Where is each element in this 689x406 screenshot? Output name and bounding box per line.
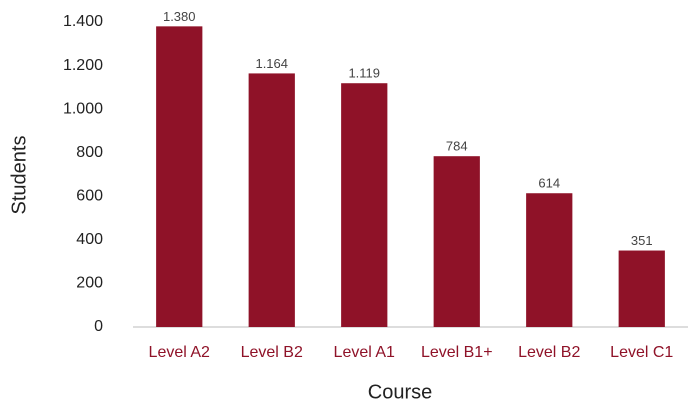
- bar: [248, 73, 295, 328]
- value-label: 614: [538, 176, 560, 191]
- x-tick-label: Level B2: [241, 344, 303, 361]
- value-label: 784: [446, 139, 468, 154]
- y-tick-label: 1.200: [63, 57, 103, 74]
- bar: [433, 156, 480, 327]
- bar: [341, 83, 388, 327]
- value-label: 1.164: [255, 56, 288, 71]
- y-tick-label: 200: [76, 275, 103, 292]
- x-axis-title: Course: [368, 381, 432, 403]
- x-tick-label: Level B2: [518, 344, 580, 361]
- value-label: 1.119: [348, 66, 380, 81]
- bar: [618, 250, 665, 327]
- x-tick-label: Level B1+: [421, 344, 493, 361]
- y-tick-label: 600: [76, 188, 103, 205]
- y-tick-label: 800: [76, 144, 103, 161]
- value-label: 351: [631, 233, 653, 248]
- y-axis-title: Students: [8, 136, 30, 215]
- bar: [526, 193, 573, 327]
- x-tick-label: Level A2: [149, 344, 210, 361]
- bar: [156, 26, 203, 327]
- y-tick-label: 0: [94, 318, 103, 335]
- x-tick-label: Level A1: [334, 344, 395, 361]
- y-tick-label: 1.400: [63, 13, 103, 30]
- y-tick-label: 1.000: [63, 100, 103, 117]
- y-tick-label: 400: [76, 231, 103, 248]
- value-label: 1.380: [163, 9, 196, 24]
- x-tick-label: Level C1: [610, 344, 673, 361]
